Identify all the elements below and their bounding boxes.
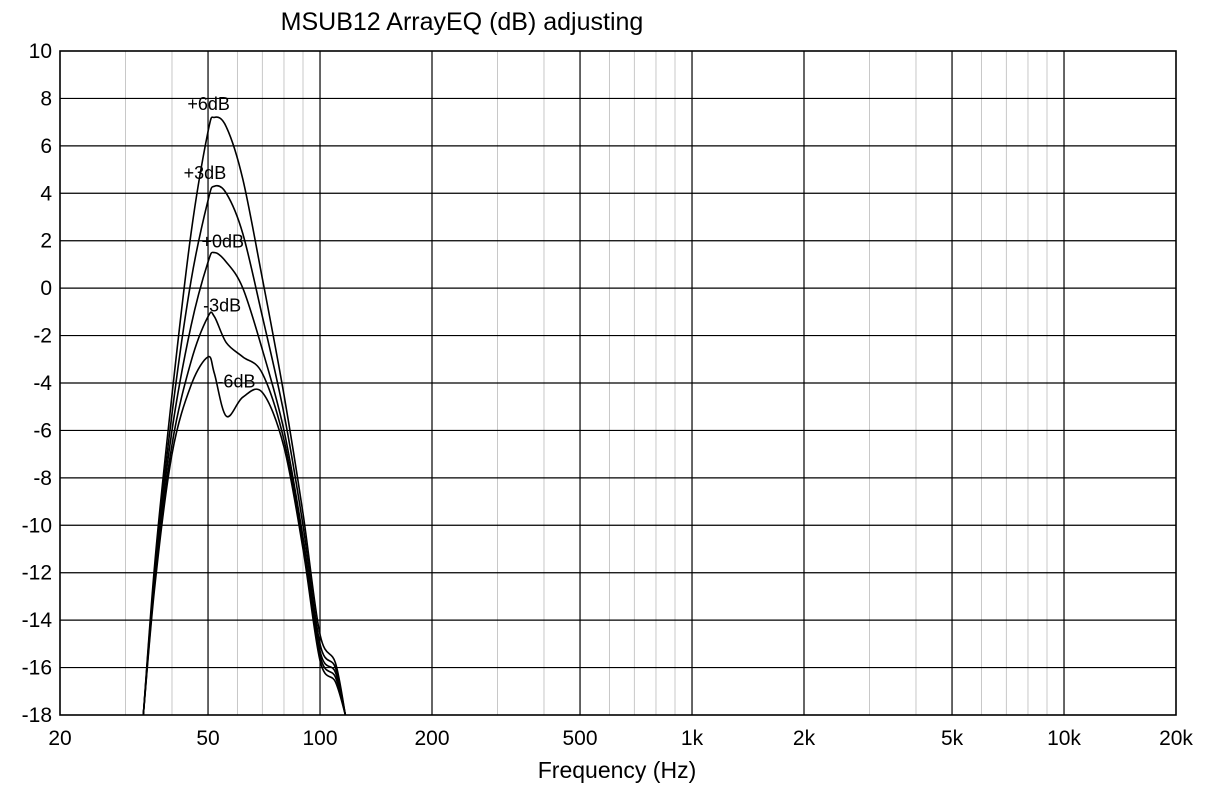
chart-title: MSUB12 ArrayEQ (dB) adjusting <box>281 8 644 36</box>
curves <box>142 116 347 716</box>
x-tick-label: 50 <box>196 727 219 750</box>
curve-label: -6dB <box>217 372 255 392</box>
y-tick-label: -2 <box>33 325 52 348</box>
curve-label: +6dB <box>187 94 230 114</box>
curve-line <box>142 355 347 716</box>
y-tick-label: -14 <box>22 609 53 632</box>
curve-line <box>142 184 347 716</box>
y-tick-label: 8 <box>40 87 52 110</box>
x-tick-label: 200 <box>414 727 449 750</box>
major-gridlines <box>60 51 1176 715</box>
x-tick-label: 20k <box>1159 727 1193 750</box>
curve-labels: +6dB +3dB +0dB -3dB -6dB <box>184 94 256 391</box>
y-tick-label: 2 <box>40 230 52 253</box>
y-tick-label: 10 <box>29 40 52 63</box>
y-tick-label: 6 <box>40 135 52 158</box>
curve-line <box>142 116 347 716</box>
y-axis-ticks: 10 8 6 4 2 0 -2 -4 -6 -8 -10 -12 -14 -16 -18 <box>22 40 53 727</box>
x-tick-label: 100 <box>302 727 337 750</box>
x-tick-label: 2k <box>793 727 816 750</box>
curve-label: -3dB <box>203 296 241 316</box>
plot-frame <box>59 50 1177 716</box>
curve-line <box>142 251 347 716</box>
x-tick-label: 1k <box>681 727 704 750</box>
y-tick-label: -16 <box>22 657 52 680</box>
y-tick-label: -12 <box>22 562 52 585</box>
y-tick-label: -4 <box>33 372 52 395</box>
x-tick-label: 10k <box>1047 727 1081 750</box>
y-tick-label: 4 <box>40 182 52 205</box>
y-tick-label: -10 <box>22 514 52 537</box>
y-tick-label: 0 <box>40 277 52 300</box>
curve-label: +0dB <box>201 232 244 252</box>
x-axis-label: Frequency (Hz) <box>538 757 696 783</box>
x-tick-label: 5k <box>941 727 964 750</box>
x-tick-label: 500 <box>563 727 598 750</box>
y-tick-label: -18 <box>22 704 52 727</box>
x-tick-label: 20 <box>48 727 71 750</box>
y-tick-label: -8 <box>33 467 52 490</box>
curve-label: +3dB <box>184 163 227 183</box>
y-tick-label: -6 <box>33 419 52 442</box>
x-axis-ticks: 20 50 100 200 500 1k 2k 5k 10k 20k <box>48 727 1193 750</box>
